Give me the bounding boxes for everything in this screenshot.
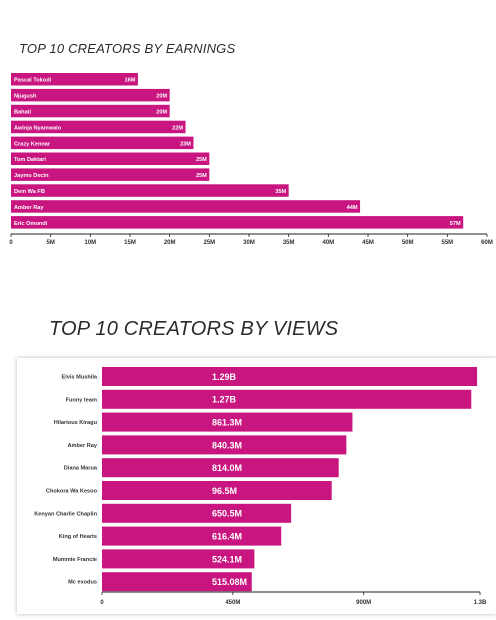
earnings-bar-value: 35M [275, 189, 286, 195]
earnings-bar-name: Amber Ray [14, 205, 44, 211]
views-bar-name: Hilarious Kiragu [54, 420, 98, 426]
views-bar-value: 524.1M [212, 554, 242, 564]
views-bar [102, 549, 255, 569]
earnings-bar-value: 23M [180, 141, 191, 147]
earnings-tick-label: 55M [441, 240, 453, 246]
views-bar-name: Elvis Mushila [62, 375, 98, 381]
views-chart: Elvis Mushila 1.29B Funny team 1.27B Hilario… [34, 367, 487, 606]
views-bar-name: Diana Marua [64, 466, 98, 472]
earnings-bar-value: 25M [196, 157, 207, 163]
earnings-tick-label: 50M [402, 240, 414, 246]
views-bar-name: Mc exodus [68, 580, 97, 586]
earnings-bar [11, 168, 210, 181]
views-bar-value: 1.27B [212, 395, 237, 405]
views-bar-value: 814.0M [212, 463, 242, 473]
earnings-chart-title: TOP 10 CREATORS BY EARNINGS [19, 41, 236, 56]
earnings-bar-value: 57M [450, 221, 461, 227]
earnings-bar-value: 16M [125, 78, 136, 84]
views-bar-value: 840.3M [212, 440, 242, 450]
earnings-bar [11, 73, 138, 86]
views-tick-label: 900M [356, 600, 371, 606]
earnings-bar-name: Eric Omondi [14, 221, 48, 227]
earnings-bar-name: Jaymo Decin [14, 173, 49, 179]
earnings-bar [11, 120, 186, 134]
views-bar-value: 861.3M [212, 418, 242, 428]
views-bar-value: 96.5M [212, 486, 237, 496]
earnings-chart: Pascal Tokodi 16M Njugush 20M Bahati 20M Awinj… [9, 73, 493, 246]
views-bar-name: Amber Ray [67, 443, 97, 449]
earnings-bar [11, 216, 464, 229]
views-bar [102, 458, 339, 478]
earnings-bar-name: Crazy Kennar [14, 141, 51, 147]
earnings-bar [11, 136, 194, 150]
views-bar [102, 481, 332, 500]
earnings-tick-label: 20M [164, 240, 176, 246]
views-bar [102, 503, 292, 523]
earnings-tick-label: 5M [46, 240, 54, 246]
views-bar-name: Kenyan Charlie Chaplin [34, 511, 97, 517]
views-bar-name: Mummie Francie [53, 557, 97, 563]
views-bar [102, 367, 478, 386]
earnings-bar-name: Bahati [14, 109, 32, 115]
earnings-bar-value: 20M [156, 109, 167, 115]
views-tick-label: 1.3B [474, 600, 487, 606]
views-bar [102, 572, 252, 592]
earnings-tick-label: 30M [243, 240, 255, 246]
views-tick-label: 450M [225, 600, 240, 606]
earnings-bar [11, 200, 361, 213]
earnings-tick-label: 25M [203, 240, 215, 246]
earnings-bar [11, 88, 170, 102]
views-chart-title: TOP 10 CREATORS BY VIEWS [49, 318, 339, 340]
earnings-bar-value: 20M [156, 94, 167, 100]
views-bar-value: 650.5M [212, 509, 242, 519]
views-bar-value: 515.08M [212, 577, 247, 587]
earnings-bar [11, 184, 289, 197]
earnings-tick-label: 35M [283, 240, 295, 246]
earnings-bar-name: Dem Wa FB [14, 189, 45, 195]
views-bar [102, 412, 353, 432]
earnings-bar-name: Pascal Tokodi [14, 78, 52, 84]
earnings-tick-label: 10M [84, 240, 96, 246]
views-bar [102, 526, 282, 546]
views-bar-name: King of Hearts [59, 534, 97, 540]
earnings-bar-name: Njugush [14, 94, 37, 100]
earnings-tick-label: 60M [481, 240, 493, 246]
earnings-tick-label: 45M [362, 240, 374, 246]
earnings-bar-value: 25M [196, 173, 207, 179]
earnings-tick-label: 15M [124, 240, 136, 246]
earnings-bar [11, 152, 210, 165]
views-bar [102, 389, 472, 409]
earnings-bar-name: Awinja Nyamwalo [14, 125, 62, 131]
views-bar-name: Funny team [66, 397, 97, 403]
views-chart-panel: Elvis Mushila 1.29B Funny team 1.27B Hilario… [17, 358, 496, 614]
earnings-bar-value: 44M [347, 205, 358, 211]
earnings-bar-value: 22M [172, 125, 183, 131]
earnings-tick-label: 40M [322, 240, 334, 246]
views-bar-name: Chokora Wa Kesoo [46, 489, 98, 495]
views-tick-label: 0 [100, 600, 104, 606]
views-bar-value: 1.29B [212, 372, 237, 382]
views-bar [102, 435, 347, 455]
views-bar-value: 616.4M [212, 532, 242, 542]
earnings-bar [11, 104, 170, 118]
earnings-bar-name: Tom Daktari [14, 157, 46, 163]
earnings-tick-label: 0 [9, 240, 13, 246]
